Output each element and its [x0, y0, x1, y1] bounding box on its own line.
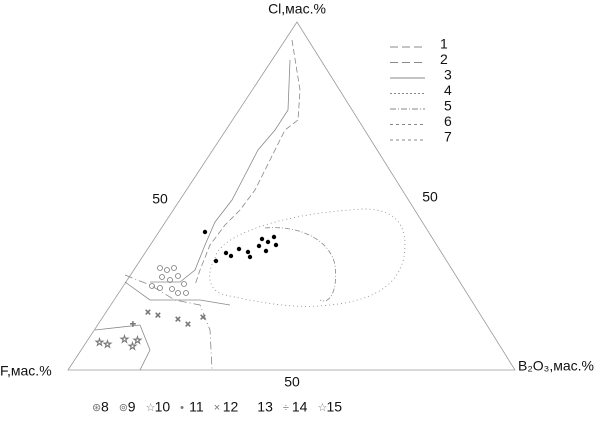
legend-symbol: ÷ [283, 402, 289, 414]
legend-label: 11 [189, 399, 204, 415]
legend-label: 12 [223, 399, 239, 415]
legend-symbol: • [180, 402, 184, 414]
legend-label: 2 [440, 51, 448, 67]
legend-label: 4 [444, 82, 452, 98]
mid-label: 50 [152, 191, 168, 207]
points [202, 229, 279, 264]
fields [94, 39, 406, 371]
svg-text:☆: ☆ [128, 342, 137, 353]
legend-label: 1 [440, 36, 448, 52]
legend-label: 7 [444, 129, 452, 145]
vertex-label: Cl,мас.% [268, 1, 326, 17]
svg-text:×: × [155, 311, 161, 322]
vertex-label: F,мас.% [0, 363, 52, 379]
svg-text:☆: ☆ [103, 340, 112, 351]
svg-text:×: × [145, 308, 151, 319]
svg-text:☆: ☆ [120, 335, 129, 346]
legend-symbol: ☆ [146, 402, 156, 414]
legend-label: 10 [155, 399, 171, 415]
legend-label: 9 [128, 399, 136, 415]
legend-label: 5 [444, 98, 452, 114]
legend-symbol: ☆ [317, 402, 327, 414]
svg-text:☆: ☆ [95, 338, 104, 349]
legend-label: 15 [326, 399, 342, 415]
legend: ⊛ 8 ⊚ 9 ☆ 10 • 11 × 12 13 ÷ 14 ☆ 15 [92, 399, 342, 415]
legend-symbol: ⊛ [92, 402, 101, 414]
vertex-label: B₂O₃,мас.% [518, 358, 594, 374]
legend-label: 8 [101, 399, 109, 415]
legend-label: 6 [444, 113, 452, 129]
svg-text:×: × [200, 313, 206, 324]
legend-label: 14 [292, 399, 308, 415]
svg-text:☆: ☆ [133, 336, 142, 347]
points-grey: ☆ ☆ ☆☆ ☆ × × × × ×+ [95, 265, 206, 353]
legend-symbol: ⊚ [119, 402, 128, 414]
legend-symbol: × [214, 402, 220, 414]
svg-text:+: + [130, 320, 136, 331]
legend-label: 13 [257, 399, 273, 415]
mid-label: 50 [284, 374, 300, 390]
mid-label: 50 [422, 189, 438, 205]
svg-text:×: × [185, 320, 191, 331]
svg-text:×: × [175, 315, 181, 326]
triangle [67, 21, 516, 371]
legend-label: 3 [444, 67, 452, 83]
